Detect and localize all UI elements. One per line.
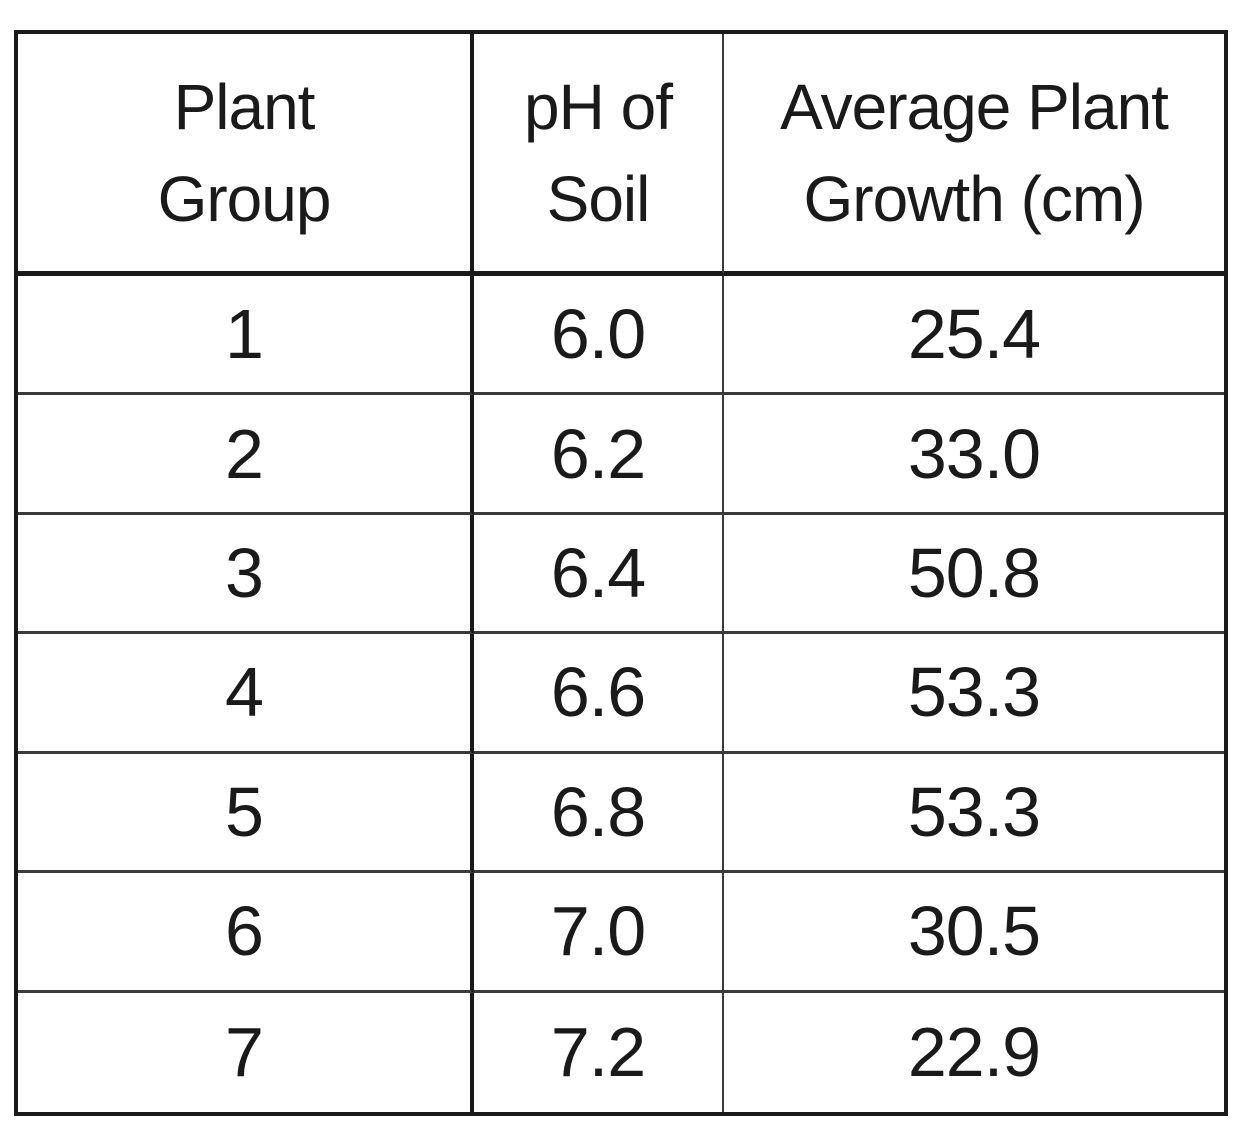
cell-ph: 6.6 (474, 634, 724, 754)
cell-growth: 53.3 (724, 754, 1224, 874)
cell-ph: 6.4 (474, 514, 724, 635)
cell-growth: 53.3 (724, 634, 1224, 754)
cell-plant-group: 1 (18, 276, 474, 396)
header-plant-group: Plant Group (18, 34, 474, 276)
cell-plant-group: 3 (18, 514, 474, 635)
header-plant-group-line-2: Group (157, 162, 332, 235)
cell-plant-group: 2 (18, 395, 474, 515)
header-ph-of-soil-line-1: pH of (524, 70, 673, 143)
header-plant-group-line-1: Plant (173, 70, 316, 143)
cell-plant-group: 5 (18, 753, 474, 874)
cell-growth: 22.9 (907, 1013, 1041, 1092)
cell-plant-group: 6 (18, 873, 474, 993)
cell-plant-group: 4 (18, 634, 474, 754)
header-ph-of-soil-line-2: Soil (546, 162, 651, 235)
cell-plant-group: 7 (18, 992, 474, 1112)
header-ph-of-soil: pH of Soil (474, 34, 724, 276)
header-average-growth: Average Plant Growth (cm) (724, 34, 1224, 276)
cell-ph: 7.0 (474, 873, 724, 993)
cell-ph: 6.2 (474, 395, 724, 515)
cell-growth: 50.8 (724, 515, 1224, 635)
cell-growth: 25.4 (724, 276, 1224, 396)
header-average-growth-line-1: Average Plant (780, 70, 1169, 143)
data-table: Plant Group pH of Soil Average Plant Gro… (14, 30, 1228, 1116)
cell-growth: 33.0 (724, 395, 1224, 515)
cell-ph: 6.8 (474, 753, 724, 874)
cell-ph: 7.2 (474, 992, 724, 1112)
cell-growth: 30.5 (724, 873, 1224, 993)
cell-ph: 6.0 (474, 276, 724, 396)
header-average-growth-line-2: Growth (cm) (803, 162, 1146, 235)
